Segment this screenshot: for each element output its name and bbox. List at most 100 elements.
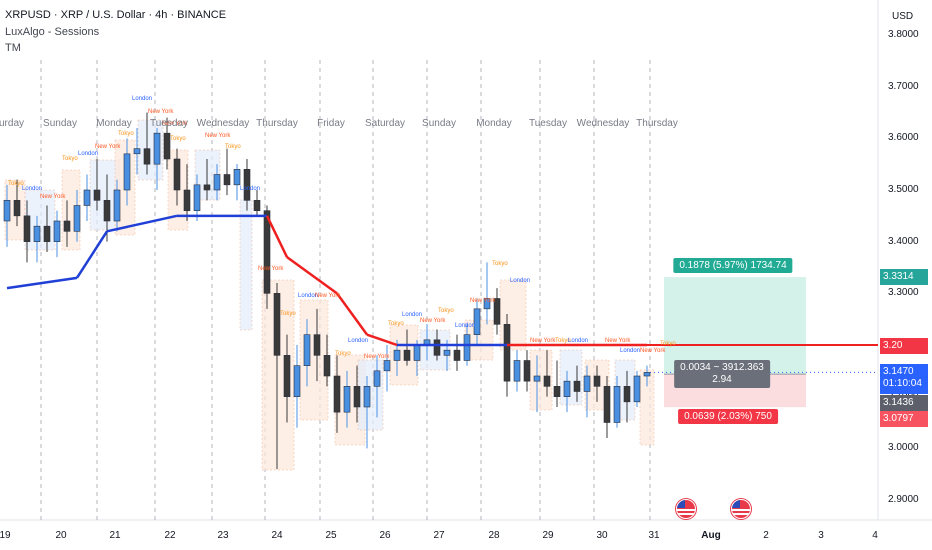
session-name-label: Tokyo [335,351,351,357]
candle-body [253,200,261,211]
entry-price-badge: 3.1436 [880,395,928,411]
candle-body [583,375,591,392]
candle-body [343,386,351,413]
day-label: Tuesday [150,118,188,129]
session-box [559,349,583,406]
session-name-label: Tokyo [555,338,571,344]
date-tick-label: 24 [271,530,283,541]
us-flag-event-icon[interactable] [731,499,751,519]
stop-stats-label[interactable]: 0.0639 (2.03%) 750 [678,409,778,424]
date-tick-label: 4 [872,530,878,541]
day-label: Saturday [0,118,25,129]
candle-body [53,220,61,242]
target-stats-label[interactable]: 0.1878 (5.97%) 1734.74 [673,258,793,273]
candle-body [63,220,71,232]
indicator-sessions-label[interactable]: LuxAlgo - Sessions [5,26,100,38]
position-stats-label[interactable]: 0.0034 ~ 3912.363 2.94 [674,360,770,388]
candle-body [633,375,641,403]
candle-body [263,210,271,294]
date-tick-label: 21 [109,530,121,541]
session-name-label: Tokyo [118,131,134,137]
session-name-label: London [620,348,640,354]
candle-body [243,169,251,201]
candle-body [623,386,631,403]
session-name-label: London [568,338,588,344]
session-name-label: New York [640,348,666,354]
candle-body [223,174,231,186]
candle-body [603,386,611,423]
candle-body [33,225,41,242]
session-name-label: London [78,151,98,157]
session-name-label: New York [470,298,496,304]
candle-body [573,380,581,392]
candle-body [43,225,51,242]
session-name-label: Tokyo [62,156,78,162]
target-zone [664,277,806,375]
candle-body [403,349,411,361]
symbol-title[interactable]: XRPUSD · XRP / U.S. Dollar · 4h · BINANC… [5,9,227,21]
price-tick-label: 3.3000 [888,287,919,299]
candle-body [213,174,221,191]
session-name-label: London [455,323,475,329]
candle-body [193,184,201,211]
candle-body [463,334,471,361]
session-name-label: Tokyo [170,136,186,142]
session-name-label: London [348,338,368,344]
price-tick-label: 3.7000 [888,80,919,92]
candle-body [493,298,501,325]
position-stats-line-1: 0.0034 ~ 3912.363 [680,362,764,373]
price-tick-label: 3.4000 [888,235,919,247]
candle-body [453,349,461,361]
us-flag-event-icon[interactable] [676,499,696,519]
stop-price-badge: 3.0797 [880,411,928,427]
session-name-label: New York [258,266,284,272]
price-tick-label: 3.8000 [888,29,919,40]
indicator-tm-label[interactable]: TM [5,42,21,54]
price-tick-label: 2.9000 [888,494,919,505]
candle-body [593,375,601,387]
currency-label[interactable]: USD [892,11,914,22]
candle-body [523,360,531,382]
trend-line-segment [286,256,338,295]
price-tick-label: 3.6000 [888,132,919,144]
candle-body [353,386,361,408]
level-price-badge: 3.20 [880,338,928,354]
trend-line-segment [335,292,369,336]
candle-body [13,200,21,217]
session-name-label: Tokyo [660,341,676,347]
candle-body [73,205,81,232]
candle-body [303,334,311,366]
day-label: Wednesday [196,118,250,129]
candle-body [383,360,391,372]
candle-body [433,339,441,356]
candle-body [533,375,541,382]
date-tick-label: 31 [648,530,660,541]
candle-body [323,355,331,377]
day-label: Saturday [364,118,406,129]
day-label: Sunday [422,118,456,129]
position-stats-line-2: 2.94 [712,374,732,385]
date-tick-label: 28 [488,530,500,541]
session-name-label: Tokyo [438,308,454,314]
candle-body [443,349,451,356]
trend-line-segment [106,214,178,233]
candle-body [233,169,241,186]
target-price-badge: 3.3314 [880,269,928,285]
candle-body [563,380,571,397]
candle-body [413,344,421,361]
trend-line-segment [6,276,78,290]
candle-body [103,200,111,222]
candle-body [93,189,101,201]
candle-body [163,132,171,160]
candle-body [293,365,301,397]
trend-line-segment [265,215,289,258]
trend-line-segment [75,230,109,279]
candle-body [113,189,121,222]
date-tick-label: 22 [164,530,176,541]
candle-body [183,189,191,211]
session-name-label: New York [95,144,121,150]
candle-body [3,200,11,222]
session-name-label: New York [205,133,231,139]
